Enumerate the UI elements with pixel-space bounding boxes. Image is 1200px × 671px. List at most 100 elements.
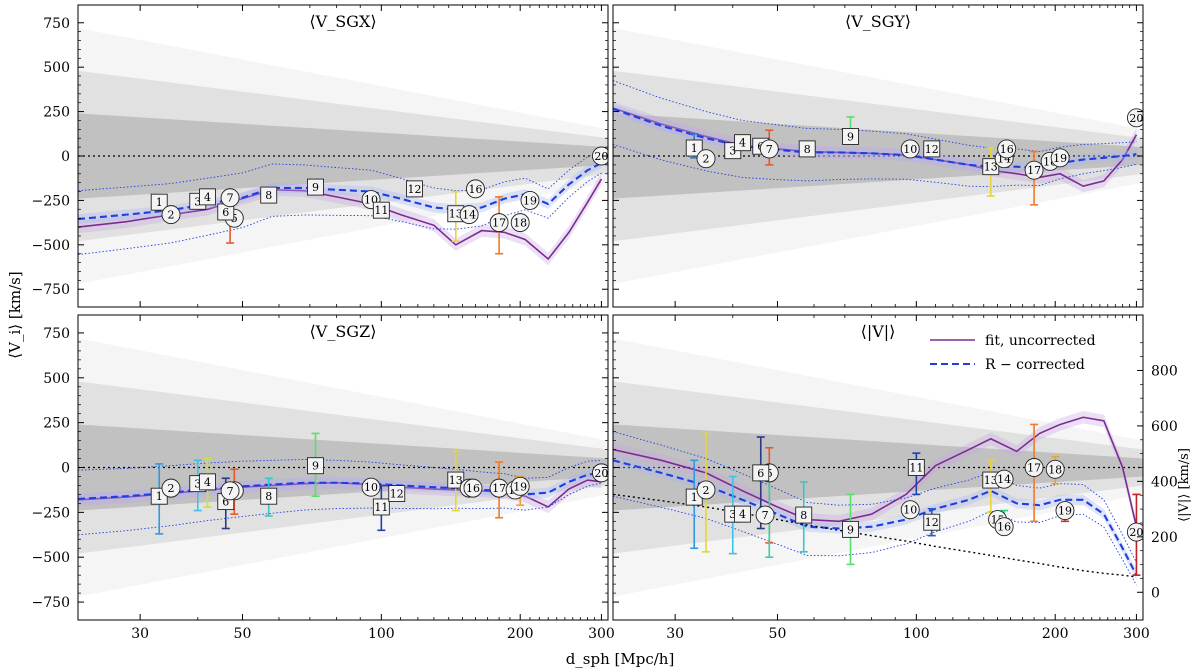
- cluster-marker-circle: [900, 139, 920, 159]
- legend-uncorrected-label: fit, uncorrected: [985, 333, 1096, 349]
- cluster-label: 16: [466, 482, 480, 495]
- cluster-9: 9: [307, 457, 324, 475]
- cluster-marker-circle: [466, 179, 485, 199]
- cluster-label: 20: [594, 467, 608, 480]
- cluster-marker-circle: [520, 190, 540, 210]
- right-tick-label: 800: [1151, 363, 1178, 379]
- cluster-label: 16: [997, 521, 1011, 534]
- cluster-marker-square: [388, 485, 406, 502]
- y-tick-label: −500: [32, 550, 70, 566]
- y-tick-label: 750: [43, 16, 70, 32]
- cluster-marker-circle: [489, 213, 509, 233]
- cluster-label: 16: [468, 183, 482, 196]
- cluster-20: 20: [591, 146, 608, 166]
- cluster-marker-circle: [696, 149, 716, 169]
- cluster-label: 8: [265, 189, 272, 202]
- cluster-16: 16: [997, 139, 1017, 159]
- x-axis-label: d_sph [Mpc/h]: [566, 650, 675, 668]
- y-tick-label: −750: [32, 595, 70, 611]
- cluster-19: 19: [1050, 148, 1070, 168]
- cluster-marker-square: [798, 140, 816, 158]
- cluster-1: 1: [685, 139, 703, 157]
- cluster-4: 4: [199, 188, 216, 206]
- y-tick-label: 0: [61, 149, 70, 165]
- cluster-label: 4: [204, 191, 211, 204]
- cluster-marker-square: [907, 459, 925, 476]
- legend: fit, uncorrected R − corrected: [930, 333, 1096, 373]
- cluster-9: 9: [307, 178, 324, 196]
- cluster-label: 12: [407, 183, 421, 196]
- x-tick-label: 30: [131, 626, 149, 642]
- panel-4: 1234567891011121314151617181920⟨|V|⟩3050…: [612, 314, 1178, 642]
- cluster-13: 13: [982, 158, 1000, 176]
- panel-3: 12345678910111213141617181920⟨V_SGZ⟩3050…: [32, 314, 615, 642]
- cluster-marker-circle: [994, 517, 1014, 537]
- cluster-label: 12: [925, 516, 939, 529]
- cluster-label: 17: [1027, 164, 1041, 177]
- x-tick-label: 50: [234, 626, 252, 642]
- cluster-label: 8: [804, 143, 811, 156]
- cluster-label: 7: [762, 509, 769, 522]
- cluster-7: 7: [755, 505, 775, 525]
- cluster-9: 9: [842, 520, 859, 538]
- right-y-axis-label: ⟨|V|⟩ [km/s]: [1177, 448, 1192, 522]
- cluster-marker-square: [447, 471, 465, 489]
- cluster-label: 14: [462, 209, 476, 222]
- cluster-19: 19: [520, 190, 540, 210]
- plot-area: 12346789101213141617181920: [613, 28, 1143, 284]
- cluster-marker-circle: [591, 463, 608, 483]
- cluster-label: 6: [222, 206, 229, 219]
- cluster-marker-circle: [696, 480, 716, 500]
- cluster-marker-circle: [220, 481, 240, 501]
- cluster-label: 6: [757, 467, 764, 480]
- right-tick-label: 200: [1151, 530, 1178, 546]
- cluster-label: 4: [204, 476, 211, 489]
- y-tick-label: 500: [43, 371, 70, 387]
- cluster-14: 14: [459, 205, 479, 225]
- cluster-label: 6: [222, 496, 229, 509]
- cluster-marker-square: [795, 506, 813, 524]
- cluster-12: 12: [923, 140, 941, 158]
- cluster-label: 11: [909, 462, 923, 475]
- cluster-label: 17: [1027, 462, 1041, 475]
- series-corrected: [78, 162, 602, 221]
- cluster-20: 20: [1126, 522, 1143, 542]
- panel-title: ⟨V_SGY⟩: [845, 12, 911, 31]
- cluster-marker-square: [406, 180, 423, 198]
- cluster-marker-circle: [1045, 459, 1065, 479]
- corrected-lower-bound: [78, 482, 602, 536]
- x-tick-label: 200: [1042, 626, 1069, 642]
- cluster-label: 13: [984, 161, 998, 174]
- cluster-marker-square: [150, 193, 168, 211]
- cluster-marker-circle: [510, 213, 530, 233]
- cluster-label: 19: [513, 480, 527, 493]
- uncorrected-envelope: [613, 410, 1137, 533]
- cluster-label: 13: [449, 208, 463, 221]
- cluster-label: 11: [374, 204, 388, 217]
- cluster-11: 11: [372, 498, 390, 516]
- cluster-marker-square: [923, 140, 941, 158]
- cluster-14: 14: [994, 469, 1014, 489]
- cluster-10: 10: [361, 477, 381, 497]
- cluster-marker-circle: [994, 469, 1014, 489]
- cluster-2: 2: [696, 149, 716, 169]
- series-uncorrected: [613, 416, 1138, 527]
- cluster-label: 19: [523, 194, 537, 207]
- cluster-17: 17: [489, 213, 509, 233]
- cluster-label: 16: [1000, 143, 1014, 156]
- cluster-marker-circle: [1055, 501, 1075, 521]
- cluster-marker-circle: [759, 139, 779, 159]
- cluster-marker-square: [734, 134, 751, 152]
- cluster-label: 12: [925, 143, 939, 156]
- cluster-marker-circle: [161, 205, 181, 225]
- cluster-label: 10: [903, 143, 917, 156]
- cluster-12: 12: [388, 485, 406, 502]
- cluster-label: 14: [997, 473, 1011, 486]
- cluster-marker-circle: [1126, 108, 1143, 128]
- cluster-marker-circle: [463, 478, 483, 498]
- cluster-8: 8: [798, 140, 816, 158]
- series-uncorrected: [78, 178, 603, 261]
- y-axis-label: ⟨V_i⟩ [km/s]: [6, 271, 24, 358]
